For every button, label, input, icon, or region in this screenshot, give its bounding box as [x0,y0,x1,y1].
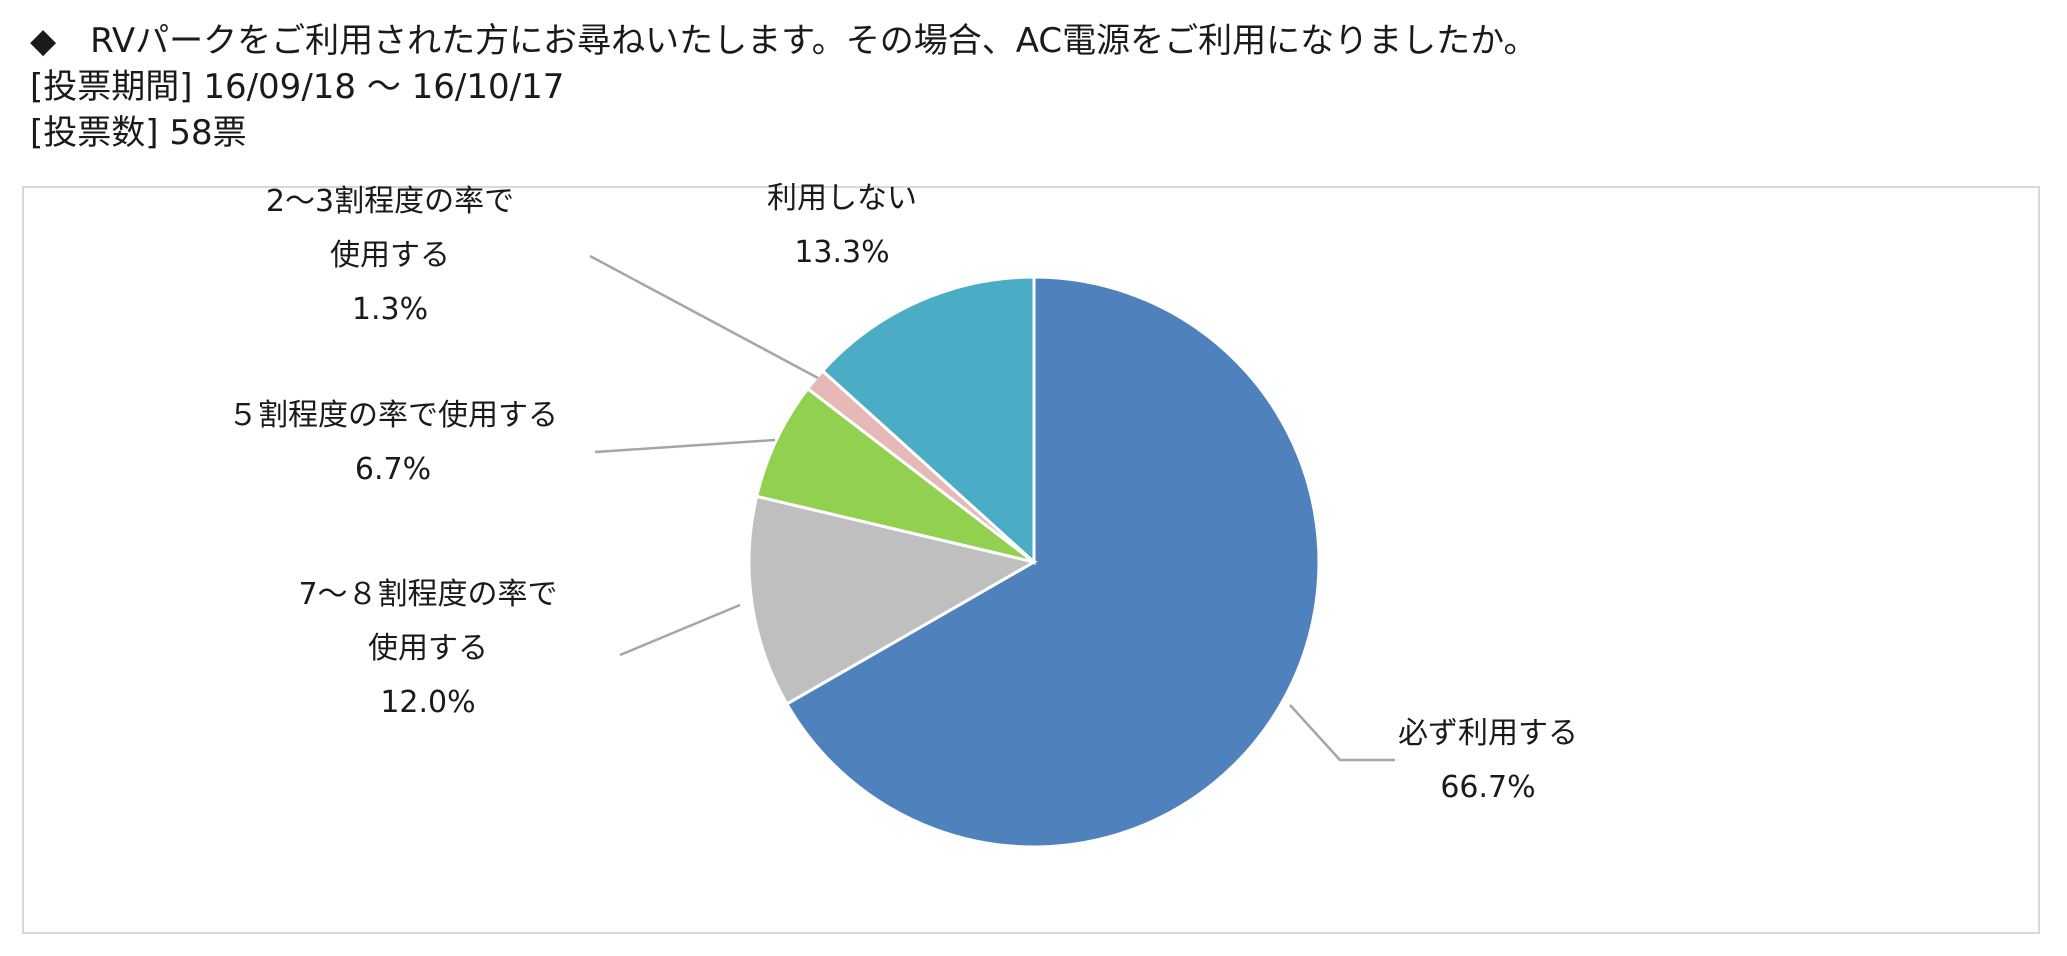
slice-category-label: 必ず利用する [1398,716,1578,751]
slice-label: 利用しない 13.3% [767,181,917,270]
leader-line [1289,704,1395,762]
slice-label: 必ず利用する 66.7% [1398,716,1578,805]
slice-value-label: 66.7% [1440,770,1535,805]
slice-category-label: 利用しない [767,181,917,216]
pie-slice [784,275,1321,849]
pie-slice [747,494,1039,707]
question-text: ◆ RVパークをご利用された方にお尋ねいたします。その場合、AC電源をご利用にな… [30,21,1538,61]
leader-line [589,254,819,380]
slice-label: 7～８割程度の率で使用する 12.0% [298,577,557,720]
slice-category-label: 使用する [368,631,488,666]
leader-line [619,603,741,657]
slice-value-label: 12.0% [380,685,475,720]
slice-category-label: 使用する [330,238,450,273]
slice-category-label: 7～８割程度の率で [298,577,557,612]
slice-value-label: 6.7% [355,452,431,487]
pie-slice [754,386,1035,564]
voting-period: [投票期間] 16/09/18 ～ 16/10/17 [30,67,565,107]
pie-slice [820,275,1036,566]
chart-header: ◆ RVパークをご利用された方にお尋ねいたします。その場合、AC電源をご利用にな… [30,18,1538,156]
slice-category-label: ５割程度の率で使用する [228,398,558,433]
slice-label: 2～3割程度の率で使用する 1.3% [266,184,514,327]
leader-line [594,438,776,454]
slice-category-label: 2～3割程度の率で [266,184,514,219]
chart-frame [22,186,2040,934]
vote-count: [投票数] 58票 [30,113,247,153]
slice-label: ５割程度の率で使用する 6.7% [228,398,558,487]
slice-value-label: 1.3% [352,292,428,327]
slice-value-label: 13.3% [794,235,889,270]
